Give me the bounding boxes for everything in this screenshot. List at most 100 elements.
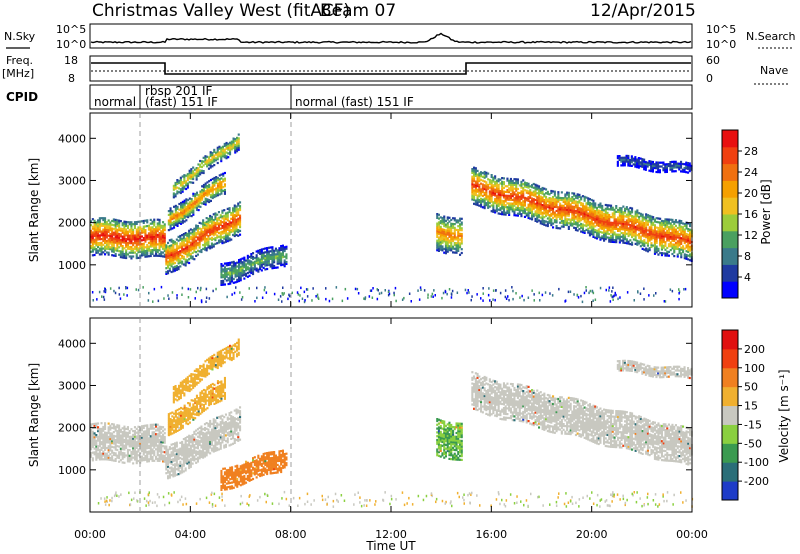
heatmap-cell [182, 252, 185, 255]
heatmap-cell [555, 226, 558, 230]
heatmap-cell [689, 223, 692, 226]
heatmap-cell [509, 193, 512, 196]
heatmap-cell [450, 239, 453, 242]
heatmap-cell [218, 193, 221, 196]
heatmap-cell [518, 207, 521, 210]
heatmap-cell [178, 187, 181, 190]
heatmap-cell [492, 208, 495, 211]
heatmap-cell [151, 220, 154, 223]
heatmap-cell [603, 230, 606, 233]
heatmap-cell [193, 244, 196, 247]
heatmap-cell [520, 215, 523, 218]
heatmap-cell [174, 181, 177, 185]
heatmap-cell [483, 207, 486, 210]
heatmap-cell [590, 225, 593, 228]
heatmap-cell [90, 432, 93, 436]
heatmap-cell [231, 280, 234, 283]
heatmap-cell [509, 187, 512, 190]
heatmap-cell [169, 226, 172, 229]
heatmap-cell [128, 454, 131, 457]
heatmap-cell [502, 200, 505, 203]
heatmap-cell [250, 271, 253, 275]
heatmap-cell [459, 232, 462, 235]
heatmap-cell [186, 249, 189, 252]
heatmap-cell [676, 247, 679, 250]
heatmap-cell [627, 156, 630, 159]
heatmap-cell [541, 205, 544, 209]
heatmap-cell [178, 179, 181, 182]
heatmap-cell [676, 234, 679, 237]
heatmap-cell [674, 238, 677, 241]
heatmap-cell [455, 249, 458, 252]
heatmap-cell [104, 448, 107, 451]
heatmap-cell [252, 257, 255, 260]
heatmap-cell [673, 243, 676, 246]
heatmap-cell [687, 241, 690, 244]
heatmap-cell [186, 236, 189, 239]
heatmap-cell [541, 188, 544, 191]
heatmap-cell [112, 224, 115, 227]
heatmap-cell [476, 196, 479, 199]
heatmap-cell [207, 163, 210, 167]
heatmap-cell [627, 233, 630, 236]
heatmap-cell [217, 222, 220, 225]
heatmap-cell [132, 228, 135, 231]
heatmap-cell [97, 236, 100, 239]
heatmap-cell [455, 251, 458, 254]
heatmap-cell [116, 242, 119, 245]
heatmap-cell [194, 198, 197, 201]
heatmap-cell [271, 253, 274, 256]
heatmap-cell [195, 234, 198, 237]
heatmap-cell [613, 233, 616, 236]
heatmap-cell [606, 219, 609, 222]
heatmap-cell [673, 222, 676, 225]
heatmap-cell [126, 294, 128, 297]
heatmap-cell [160, 285, 163, 289]
heatmap-cell [446, 244, 449, 248]
heatmap-cell [667, 254, 670, 257]
heatmap-cell [155, 239, 158, 242]
heatmap-cell [631, 220, 634, 223]
heatmap-cell [490, 193, 493, 196]
heatmap-cell [446, 224, 449, 227]
heatmap-cell [234, 281, 237, 284]
heatmap-cell [123, 429, 126, 432]
heatmap-cell [229, 267, 232, 270]
heatmap-cell [104, 222, 107, 225]
heatmap-cell [93, 234, 96, 238]
heatmap-cell [506, 190, 509, 194]
heatmap-cell [111, 459, 114, 462]
heatmap-cell [585, 213, 588, 216]
heatmap-cell [230, 212, 233, 215]
heatmap-cell [513, 199, 516, 202]
heatmap-cell [167, 264, 170, 267]
heatmap-cell [620, 158, 623, 161]
heatmap-cell [199, 200, 202, 203]
heatmap-cell [239, 229, 242, 232]
heatmap-cell [162, 234, 165, 237]
heatmap-cell [235, 222, 238, 225]
heatmap-cell [183, 205, 186, 208]
heatmap-cell [687, 250, 690, 253]
heatmap-cell [200, 222, 203, 225]
heatmap-cell [155, 231, 158, 235]
heatmap-cell [223, 235, 226, 238]
heatmap-cell [531, 191, 534, 194]
heatmap-cell [104, 427, 107, 430]
heatmap-cell [227, 142, 230, 145]
heatmap-cell [648, 239, 651, 242]
heatmap-cell [502, 207, 505, 210]
heatmap-cell [683, 232, 686, 235]
heatmap-cell [188, 254, 191, 257]
heatmap-cell [501, 199, 504, 202]
heatmap-cell [638, 240, 641, 243]
heatmap-cell [177, 254, 180, 257]
heatmap-cell [483, 197, 486, 200]
heatmap-cell [689, 228, 692, 231]
heatmap-cell [93, 424, 96, 427]
heatmap-cell [207, 240, 210, 243]
heatmap-cell [181, 217, 184, 220]
heatmap-cell [560, 219, 563, 222]
heatmap-cell [448, 226, 451, 229]
heatmap-cell [250, 256, 253, 259]
